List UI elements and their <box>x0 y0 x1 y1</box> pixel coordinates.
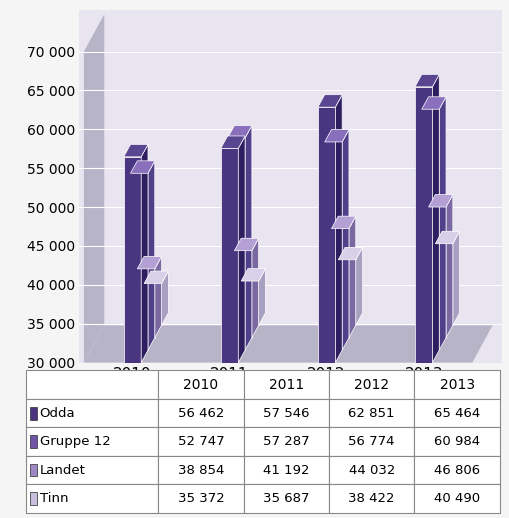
Polygon shape <box>124 157 141 363</box>
Polygon shape <box>435 243 452 325</box>
Text: Gruppe 12: Gruppe 12 <box>40 435 110 448</box>
Text: Odda: Odda <box>40 407 75 420</box>
Polygon shape <box>432 75 438 363</box>
Text: 44 032: 44 032 <box>348 464 394 477</box>
Polygon shape <box>421 109 438 350</box>
Text: 52 747: 52 747 <box>177 435 224 448</box>
Text: 60 984: 60 984 <box>433 435 479 448</box>
Text: Tinn: Tinn <box>40 492 68 505</box>
Polygon shape <box>130 174 148 350</box>
Polygon shape <box>84 325 492 363</box>
Polygon shape <box>241 281 258 325</box>
Polygon shape <box>227 138 245 350</box>
Polygon shape <box>335 95 342 363</box>
Polygon shape <box>435 231 459 243</box>
Polygon shape <box>130 161 154 174</box>
Text: 56 774: 56 774 <box>348 435 394 448</box>
Polygon shape <box>317 95 342 107</box>
Text: 56 462: 56 462 <box>178 407 224 420</box>
Text: 65 464: 65 464 <box>433 407 479 420</box>
Polygon shape <box>161 271 168 325</box>
Text: 35 687: 35 687 <box>263 492 309 505</box>
Polygon shape <box>337 260 355 325</box>
Polygon shape <box>154 256 161 338</box>
Text: Landet: Landet <box>40 464 86 477</box>
Polygon shape <box>148 161 154 350</box>
Polygon shape <box>141 145 148 363</box>
Polygon shape <box>234 251 251 338</box>
Polygon shape <box>84 15 104 363</box>
Polygon shape <box>241 269 265 281</box>
Text: 2010: 2010 <box>183 378 218 392</box>
Polygon shape <box>324 130 348 142</box>
Polygon shape <box>452 231 459 325</box>
Polygon shape <box>124 145 148 157</box>
Polygon shape <box>414 87 432 363</box>
Polygon shape <box>421 97 445 109</box>
Polygon shape <box>438 97 445 350</box>
Text: 38 422: 38 422 <box>348 492 394 505</box>
Polygon shape <box>414 75 438 87</box>
Text: 2011: 2011 <box>268 378 303 392</box>
Polygon shape <box>144 283 161 325</box>
Text: 57 546: 57 546 <box>263 407 309 420</box>
Polygon shape <box>227 125 251 138</box>
Text: 2012: 2012 <box>353 378 388 392</box>
Text: 40 490: 40 490 <box>433 492 479 505</box>
Polygon shape <box>137 269 154 338</box>
Polygon shape <box>342 130 348 350</box>
Polygon shape <box>331 216 355 228</box>
Polygon shape <box>428 195 452 207</box>
Text: 35 372: 35 372 <box>177 492 224 505</box>
Polygon shape <box>234 238 258 251</box>
Polygon shape <box>445 195 452 338</box>
Text: 62 851: 62 851 <box>348 407 394 420</box>
Polygon shape <box>258 269 265 325</box>
Polygon shape <box>144 271 168 283</box>
Polygon shape <box>137 256 161 269</box>
Polygon shape <box>238 136 245 363</box>
Polygon shape <box>355 248 362 325</box>
Polygon shape <box>220 149 238 363</box>
Text: 41 192: 41 192 <box>263 464 309 477</box>
Polygon shape <box>245 125 251 350</box>
Text: 57 287: 57 287 <box>263 435 309 448</box>
Text: 2013: 2013 <box>439 378 474 392</box>
Polygon shape <box>317 107 335 363</box>
Polygon shape <box>337 248 362 260</box>
Polygon shape <box>324 142 342 350</box>
Polygon shape <box>331 228 348 338</box>
Text: 38 854: 38 854 <box>178 464 224 477</box>
Polygon shape <box>251 238 258 338</box>
Polygon shape <box>428 207 445 338</box>
Polygon shape <box>348 216 355 338</box>
Polygon shape <box>220 136 245 149</box>
Text: 46 806: 46 806 <box>433 464 479 477</box>
